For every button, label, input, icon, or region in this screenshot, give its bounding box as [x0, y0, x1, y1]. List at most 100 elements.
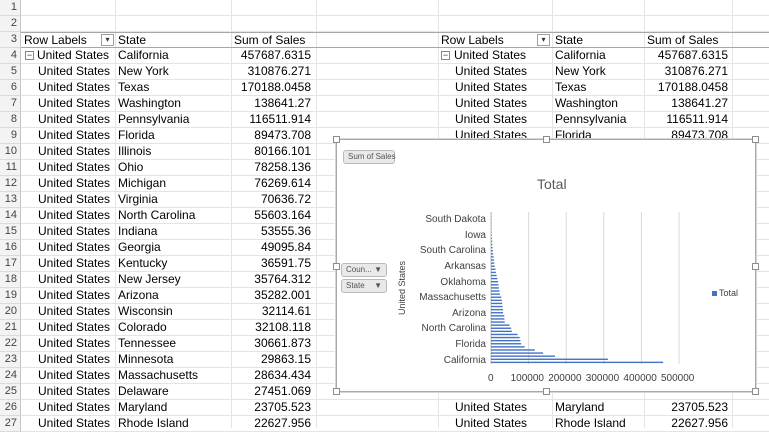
- bar[interactable]: [491, 262, 495, 264]
- resize-handle[interactable]: [752, 263, 759, 270]
- bar[interactable]: [491, 361, 664, 364]
- pivot-header-sum[interactable]: Sum of Sales: [647, 33, 719, 47]
- row-labels-filter-button[interactable]: ▾: [537, 34, 550, 46]
- pivot-row-country[interactable]: United States: [454, 48, 527, 62]
- pivot-row-state[interactable]: Tennessee: [118, 336, 177, 350]
- bar[interactable]: [491, 259, 495, 261]
- pivot-row-sales[interactable]: 310876.271: [664, 64, 728, 78]
- pivot-row-country[interactable]: United States: [38, 96, 111, 110]
- pivot-row-country[interactable]: United States: [38, 368, 111, 382]
- bar[interactable]: [491, 343, 522, 345]
- bar[interactable]: [491, 218, 492, 221]
- pivot-row-state[interactable]: Illinois: [118, 144, 152, 158]
- pivot-row-sales[interactable]: 23705.523: [671, 400, 728, 414]
- bar[interactable]: [491, 302, 503, 305]
- pivot-row-sales[interactable]: 29863.15: [260, 352, 311, 366]
- pivot-row-state[interactable]: New York: [555, 64, 606, 78]
- pivot-row-country[interactable]: United States: [38, 288, 111, 302]
- bar[interactable]: [491, 336, 520, 339]
- bar[interactable]: [491, 284, 499, 286]
- resize-handle[interactable]: [333, 136, 340, 143]
- pivot-row-sales[interactable]: 22627.956: [254, 416, 311, 430]
- collapse-icon[interactable]: −: [441, 50, 450, 60]
- pivot-row-state[interactable]: Texas: [118, 80, 150, 94]
- state-field-button[interactable]: State ▼: [341, 279, 387, 293]
- resize-handle[interactable]: [752, 388, 759, 395]
- pivot-header-row-labels[interactable]: Row Labels: [24, 33, 87, 47]
- row-labels-filter-button[interactable]: ▾: [101, 34, 114, 46]
- pivot-row-sales[interactable]: 55603.164: [254, 208, 311, 222]
- bar[interactable]: [491, 339, 521, 342]
- pivot-row-sales[interactable]: 116511.914: [666, 112, 728, 126]
- pivot-row-country[interactable]: United States: [455, 96, 528, 110]
- pivot-row-state[interactable]: New York: [118, 64, 169, 78]
- pivot-row-country[interactable]: United States: [38, 176, 111, 190]
- bar[interactable]: [491, 287, 499, 289]
- bar[interactable]: [491, 312, 504, 314]
- pivot-row-state[interactable]: Arizona: [118, 288, 159, 302]
- pivot-row-state[interactable]: Washington: [555, 96, 618, 110]
- bar[interactable]: [491, 290, 500, 292]
- bar[interactable]: [491, 293, 500, 295]
- pivot-row-sales[interactable]: 53555.36: [260, 224, 311, 238]
- bar[interactable]: [491, 274, 497, 277]
- bar[interactable]: [491, 268, 496, 271]
- pivot-row-sales[interactable]: 49095.84: [260, 240, 311, 254]
- pivot-row-state[interactable]: Kentucky: [118, 256, 168, 270]
- pivot-row-country[interactable]: United States: [38, 320, 111, 334]
- pivot-row-country[interactable]: United States: [38, 240, 111, 254]
- pivot-row-country[interactable]: United States: [38, 80, 111, 94]
- bar[interactable]: [491, 237, 492, 239]
- collapse-icon[interactable]: −: [25, 50, 34, 60]
- bar[interactable]: [491, 256, 494, 258]
- pivot-row-country[interactable]: United States: [455, 80, 528, 94]
- bar[interactable]: [491, 358, 608, 360]
- pivot-row-country[interactable]: United States: [455, 416, 528, 430]
- pivot-row-sales[interactable]: 35764.312: [254, 272, 311, 286]
- pivot-row-state[interactable]: Florida: [118, 128, 155, 142]
- bar[interactable]: [491, 324, 510, 326]
- resize-handle[interactable]: [752, 136, 759, 143]
- pivot-row-sales[interactable]: 80166.101: [254, 144, 311, 158]
- bar[interactable]: [491, 250, 493, 252]
- pivot-row-country[interactable]: United States: [38, 256, 111, 270]
- bar[interactable]: [491, 318, 505, 320]
- pivot-row-sales[interactable]: 32114.61: [261, 304, 311, 318]
- pivot-row-country[interactable]: United States: [455, 128, 528, 142]
- pivot-row-state[interactable]: Maryland: [555, 400, 605, 414]
- pivot-row-sales[interactable]: 116511.914: [249, 112, 311, 126]
- pivot-row-sales[interactable]: 138641.27: [671, 96, 728, 110]
- pivot-row-state[interactable]: Texas: [555, 80, 587, 94]
- bar[interactable]: [491, 281, 499, 283]
- bar[interactable]: [491, 333, 518, 336]
- pivot-row-country[interactable]: United States: [38, 224, 111, 238]
- pivot-row-state[interactable]: Pennsylvania: [555, 112, 627, 126]
- pivot-row-state[interactable]: Maryland: [118, 400, 168, 414]
- pivot-row-country[interactable]: United States: [38, 64, 111, 78]
- pivot-row-country[interactable]: United States: [38, 416, 111, 430]
- bar[interactable]: [491, 246, 493, 249]
- pivot-row-sales[interactable]: 89473.708: [671, 128, 728, 142]
- pivot-row-state[interactable]: North Carolina: [118, 208, 196, 222]
- pivot-header-state[interactable]: State: [118, 33, 147, 47]
- bar[interactable]: [491, 225, 492, 227]
- resize-handle[interactable]: [333, 388, 340, 395]
- pivot-row-state[interactable]: California: [118, 48, 169, 62]
- pivot-row-sales[interactable]: 170188.0458: [240, 80, 311, 94]
- country-field-button[interactable]: Coun... ▼: [341, 263, 387, 277]
- bar[interactable]: [491, 234, 492, 236]
- pivot-row-sales[interactable]: 30661.873: [254, 336, 311, 350]
- pivot-row-sales[interactable]: 89473.708: [254, 128, 311, 142]
- pivot-chart[interactable]: Sum of Sales Coun... ▼ State ▼ Total Uni…: [333, 136, 759, 395]
- bar[interactable]: [491, 277, 498, 280]
- bar[interactable]: [491, 296, 502, 298]
- pivot-row-country[interactable]: United States: [37, 48, 110, 62]
- pivot-row-state[interactable]: Indiana: [118, 224, 158, 238]
- pivot-row-state[interactable]: Washington: [118, 96, 181, 110]
- bar[interactable]: [491, 265, 495, 267]
- pivot-row-state[interactable]: Wisconsin: [118, 304, 173, 318]
- pivot-row-state[interactable]: Colorado: [118, 320, 167, 334]
- pivot-row-state[interactable]: Rhode Island: [118, 416, 189, 430]
- pivot-row-country[interactable]: United States: [38, 208, 111, 222]
- pivot-row-country[interactable]: United States: [38, 160, 111, 174]
